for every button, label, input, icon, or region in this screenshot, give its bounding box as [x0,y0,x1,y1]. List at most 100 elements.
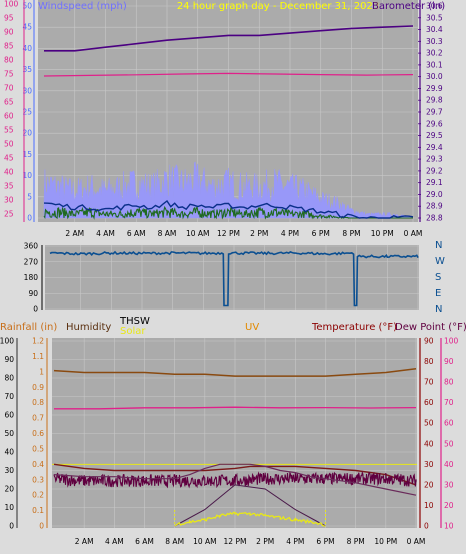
dir-y-tick: 360 [24,242,39,251]
axis4-tick: 50 [444,439,454,448]
wind-y-tick: 5 [27,192,32,201]
temp-x-tick: 4 AM [105,537,124,546]
baro-y-tick: 30.3 [426,37,443,46]
axis4-tick: 100 [444,337,459,346]
legend-humidity: Humidity [66,322,111,333]
outer-y-tick: 25 [4,210,14,219]
axis4-tick: 20 [444,501,454,510]
axis4-tick: 80 [444,378,454,387]
baro-y-tick: 29.6 [426,119,443,128]
temp-x-ticks: 2 AM 4 AM 6 AM 8 AM 10 AM 12 PM 2 PM 4 PM 6 PM 8 … [75,537,426,546]
axis3-tick: 90 [424,337,434,346]
temp-plot-area [52,338,417,528]
baro-y-tick: 29.2 [426,166,443,175]
baro-y-tick: 29.0 [426,190,443,199]
axis3-tick: 30 [424,460,434,469]
wind-axes: 0 5 10 15 20 25 30 35 40 45 50 25 30 35 40 45 50 55 60 65 70… [4,0,443,223]
axis2-tick: 0.1 [32,506,44,515]
compass-label: N [435,304,442,315]
wind-y-tick: 10 [22,171,32,180]
direction-series [49,250,419,307]
compass-label: W [435,256,445,267]
humidity-line [53,368,417,377]
wind-y-tick: 50 [22,2,32,11]
baro-y-tick: 29.5 [426,131,443,140]
axis2-tick: 0.3 [32,475,44,484]
axis3-tick: 60 [424,398,434,407]
wind-x-tick: 6 AM [127,229,146,238]
temp-x-tick: 2 AM [75,537,94,546]
baro-y-tick: 30.6 [426,2,443,11]
axis3-tick: 50 [424,419,434,428]
pink-line [43,72,414,77]
axis3-tick: 40 [424,439,434,448]
wind-series [43,25,414,220]
outer-y-tick: 40 [4,168,14,177]
temp-grid [52,338,417,528]
baro-y-tick: 29.4 [426,143,443,152]
outer-y-tick: 60 [4,112,14,121]
legend-solar: Solar [120,326,146,337]
legend-uv: UV [245,322,259,333]
outer-y-tick: 50 [4,140,14,149]
axis3-tick: 70 [424,378,434,387]
outer-y-tick: 85 [4,42,14,51]
axis1-tick: 30 [4,466,14,475]
temp-x-tick: 2 PM [256,537,274,546]
legend-temperature: Temperature (°F) [311,322,397,333]
baro-y-tick: 30.1 [426,60,443,69]
axis1-tick: 90 [4,355,14,364]
axis2-tick: 0.9 [32,383,44,392]
wind-x-tick: 2 PM [250,229,268,238]
axis1-tick: 70 [4,392,14,401]
wind-low-line [43,205,413,220]
legend-dewpoint: Dew Point (°F) [395,322,466,333]
axis1-tick: 40 [4,448,14,457]
compass-label: S [435,272,441,283]
outer-y-tick: 90 [4,28,14,37]
baro-y-tick: 30.2 [426,49,443,58]
outer-y-tick: 45 [4,154,14,163]
axis2-tick: 0.8 [32,398,44,407]
axis1-tick: 0 [9,522,14,531]
temp-x-tick: 4 PM [286,537,304,546]
axis2-tick: 0.2 [32,491,44,500]
uv-line [174,484,326,527]
baro-y-tick: 29.1 [426,178,443,187]
axis1-tick: 80 [4,374,14,383]
axis4-tick: 40 [444,460,454,469]
axis2-tick: 0.7 [32,414,44,423]
temp-x-tick: 0 AM [407,537,426,546]
dir-y-tick: 270 [24,257,39,266]
axis3-tick: 20 [424,480,434,489]
outer-y-tick: 35 [4,182,14,191]
outer-y-tick: 30 [4,196,14,205]
axis4-tick: 70 [444,398,454,407]
wind-y-tick: 40 [22,44,32,53]
axis4-tick: 60 [444,419,454,428]
wind-y-tick: 45 [22,23,32,32]
wind-x-tick: 8 AM [158,229,177,238]
legend-thsw: THSW [119,316,150,327]
wind-y-tick: 25 [22,108,32,117]
wind-x-tick: 8 PM [342,229,360,238]
temp-x-tick: 10 AM [193,537,217,546]
wind-gust-area [43,161,414,219]
baro-y-tick: 29.9 [426,84,443,93]
baro-y-tick: 28.9 [426,202,443,211]
dir-y-tick: 90 [28,289,38,298]
solar-line [174,511,326,527]
axis1-tick: 60 [4,411,14,420]
thsw-line [53,463,417,496]
temp-x-tick: 6 PM [316,537,334,546]
axis2-tick: 1.1 [32,352,44,361]
axis3-tick: 0 [424,522,429,531]
outer-y-tick: 100 [4,0,19,9]
temp-x-tick: 8 PM [347,537,365,546]
axis2-tick: 1 [39,367,44,376]
wind-x-tick: 4 AM [96,229,115,238]
pink-dew-line [54,406,417,410]
wind-direction-line [49,250,419,307]
temp-x-tick: 8 AM [165,537,184,546]
